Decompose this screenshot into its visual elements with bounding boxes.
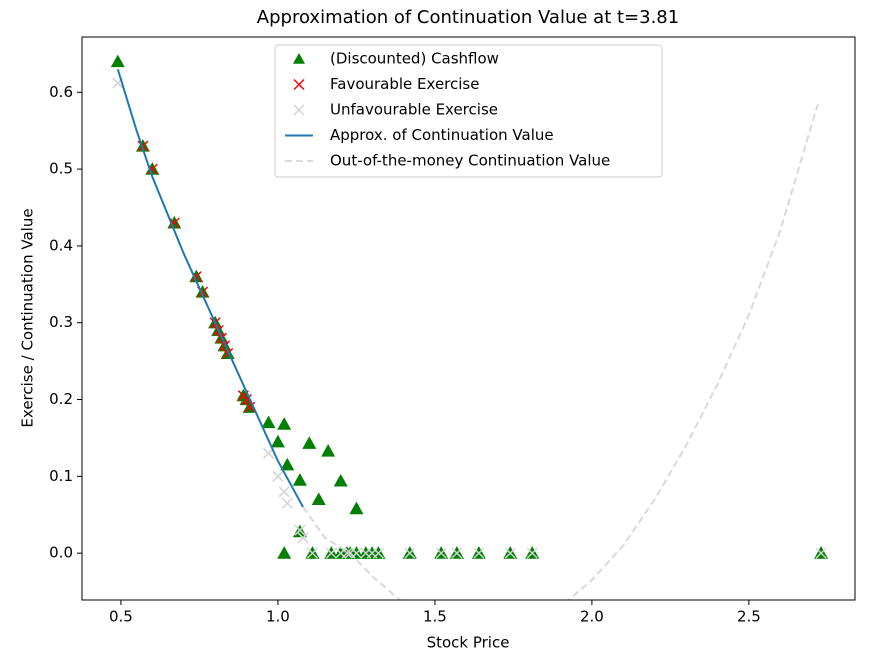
x-tick-label: 2.5 <box>737 608 761 626</box>
legend-marker <box>293 104 305 116</box>
exercise-point <box>325 547 337 559</box>
exercise-point <box>240 394 253 406</box>
legend-label: Favourable Exercise <box>330 75 479 93</box>
x-tick-label: 0.5 <box>109 608 133 626</box>
x-tick-label: 1.5 <box>423 608 447 626</box>
exercise-point <box>281 497 293 509</box>
x-tick-label: 2.0 <box>580 608 604 626</box>
cashflow-point <box>321 443 336 457</box>
exercise-point <box>297 532 309 544</box>
cashflow-point <box>277 417 292 430</box>
exercise-point <box>435 547 447 559</box>
legend: (Discounted) Cashflow Favourable Exercise… <box>274 44 663 178</box>
exercise-point <box>372 547 384 559</box>
cashflow-point <box>280 457 295 471</box>
y-tick-label: 0.6 <box>49 83 73 101</box>
legend-label: Approx. of Continuation Value <box>330 126 554 144</box>
exercise-point <box>473 547 485 559</box>
y-tick-label: 0.3 <box>49 313 73 331</box>
continuation-line <box>302 103 819 600</box>
cashflow-point <box>302 436 317 449</box>
exercise-point <box>526 547 538 559</box>
y-tick-label: 0.5 <box>49 160 73 178</box>
cashflow-point <box>292 473 307 486</box>
exercise-point <box>168 217 180 229</box>
exercise-point <box>272 470 284 482</box>
cashflow-point <box>261 415 276 429</box>
exercise-point <box>306 547 318 559</box>
cashflow-point <box>110 54 125 68</box>
continuation-line <box>116 68 304 508</box>
exercise-point <box>451 547 463 559</box>
plot-frame <box>81 36 856 601</box>
y-axis-label: Exercise / Continuation Value <box>19 208 37 427</box>
y-tick-label: 0.4 <box>49 236 73 254</box>
exercise-point <box>278 486 290 498</box>
x-axis-label: Stock Price <box>427 634 510 652</box>
legend-label: Unfavourable Exercise <box>330 101 498 119</box>
cashflow-point <box>277 546 292 559</box>
legend-label: Out-of-the-money Continuation Value <box>330 152 610 170</box>
y-tick-label: 0.0 <box>49 544 73 562</box>
cashflow-point <box>333 473 348 487</box>
legend-label: (Discounted) Cashflow <box>330 50 499 68</box>
cashflow-point <box>349 501 364 515</box>
chart-title: Approximation of Continuation Value at t… <box>257 7 679 28</box>
plot-area <box>110 54 829 600</box>
exercise-point <box>815 547 827 559</box>
cashflow-point <box>311 492 326 505</box>
y-tick-label: 0.1 <box>49 467 73 485</box>
exercise-point <box>294 524 306 536</box>
x-tick-label: 1.0 <box>266 608 290 626</box>
cashflow-point <box>270 434 285 448</box>
y-tick-label: 0.2 <box>49 390 73 408</box>
legend-marker <box>293 53 305 64</box>
exercise-point <box>404 547 416 559</box>
legend-marker <box>293 78 305 91</box>
exercise-point <box>504 547 516 559</box>
legend-box <box>274 44 663 178</box>
